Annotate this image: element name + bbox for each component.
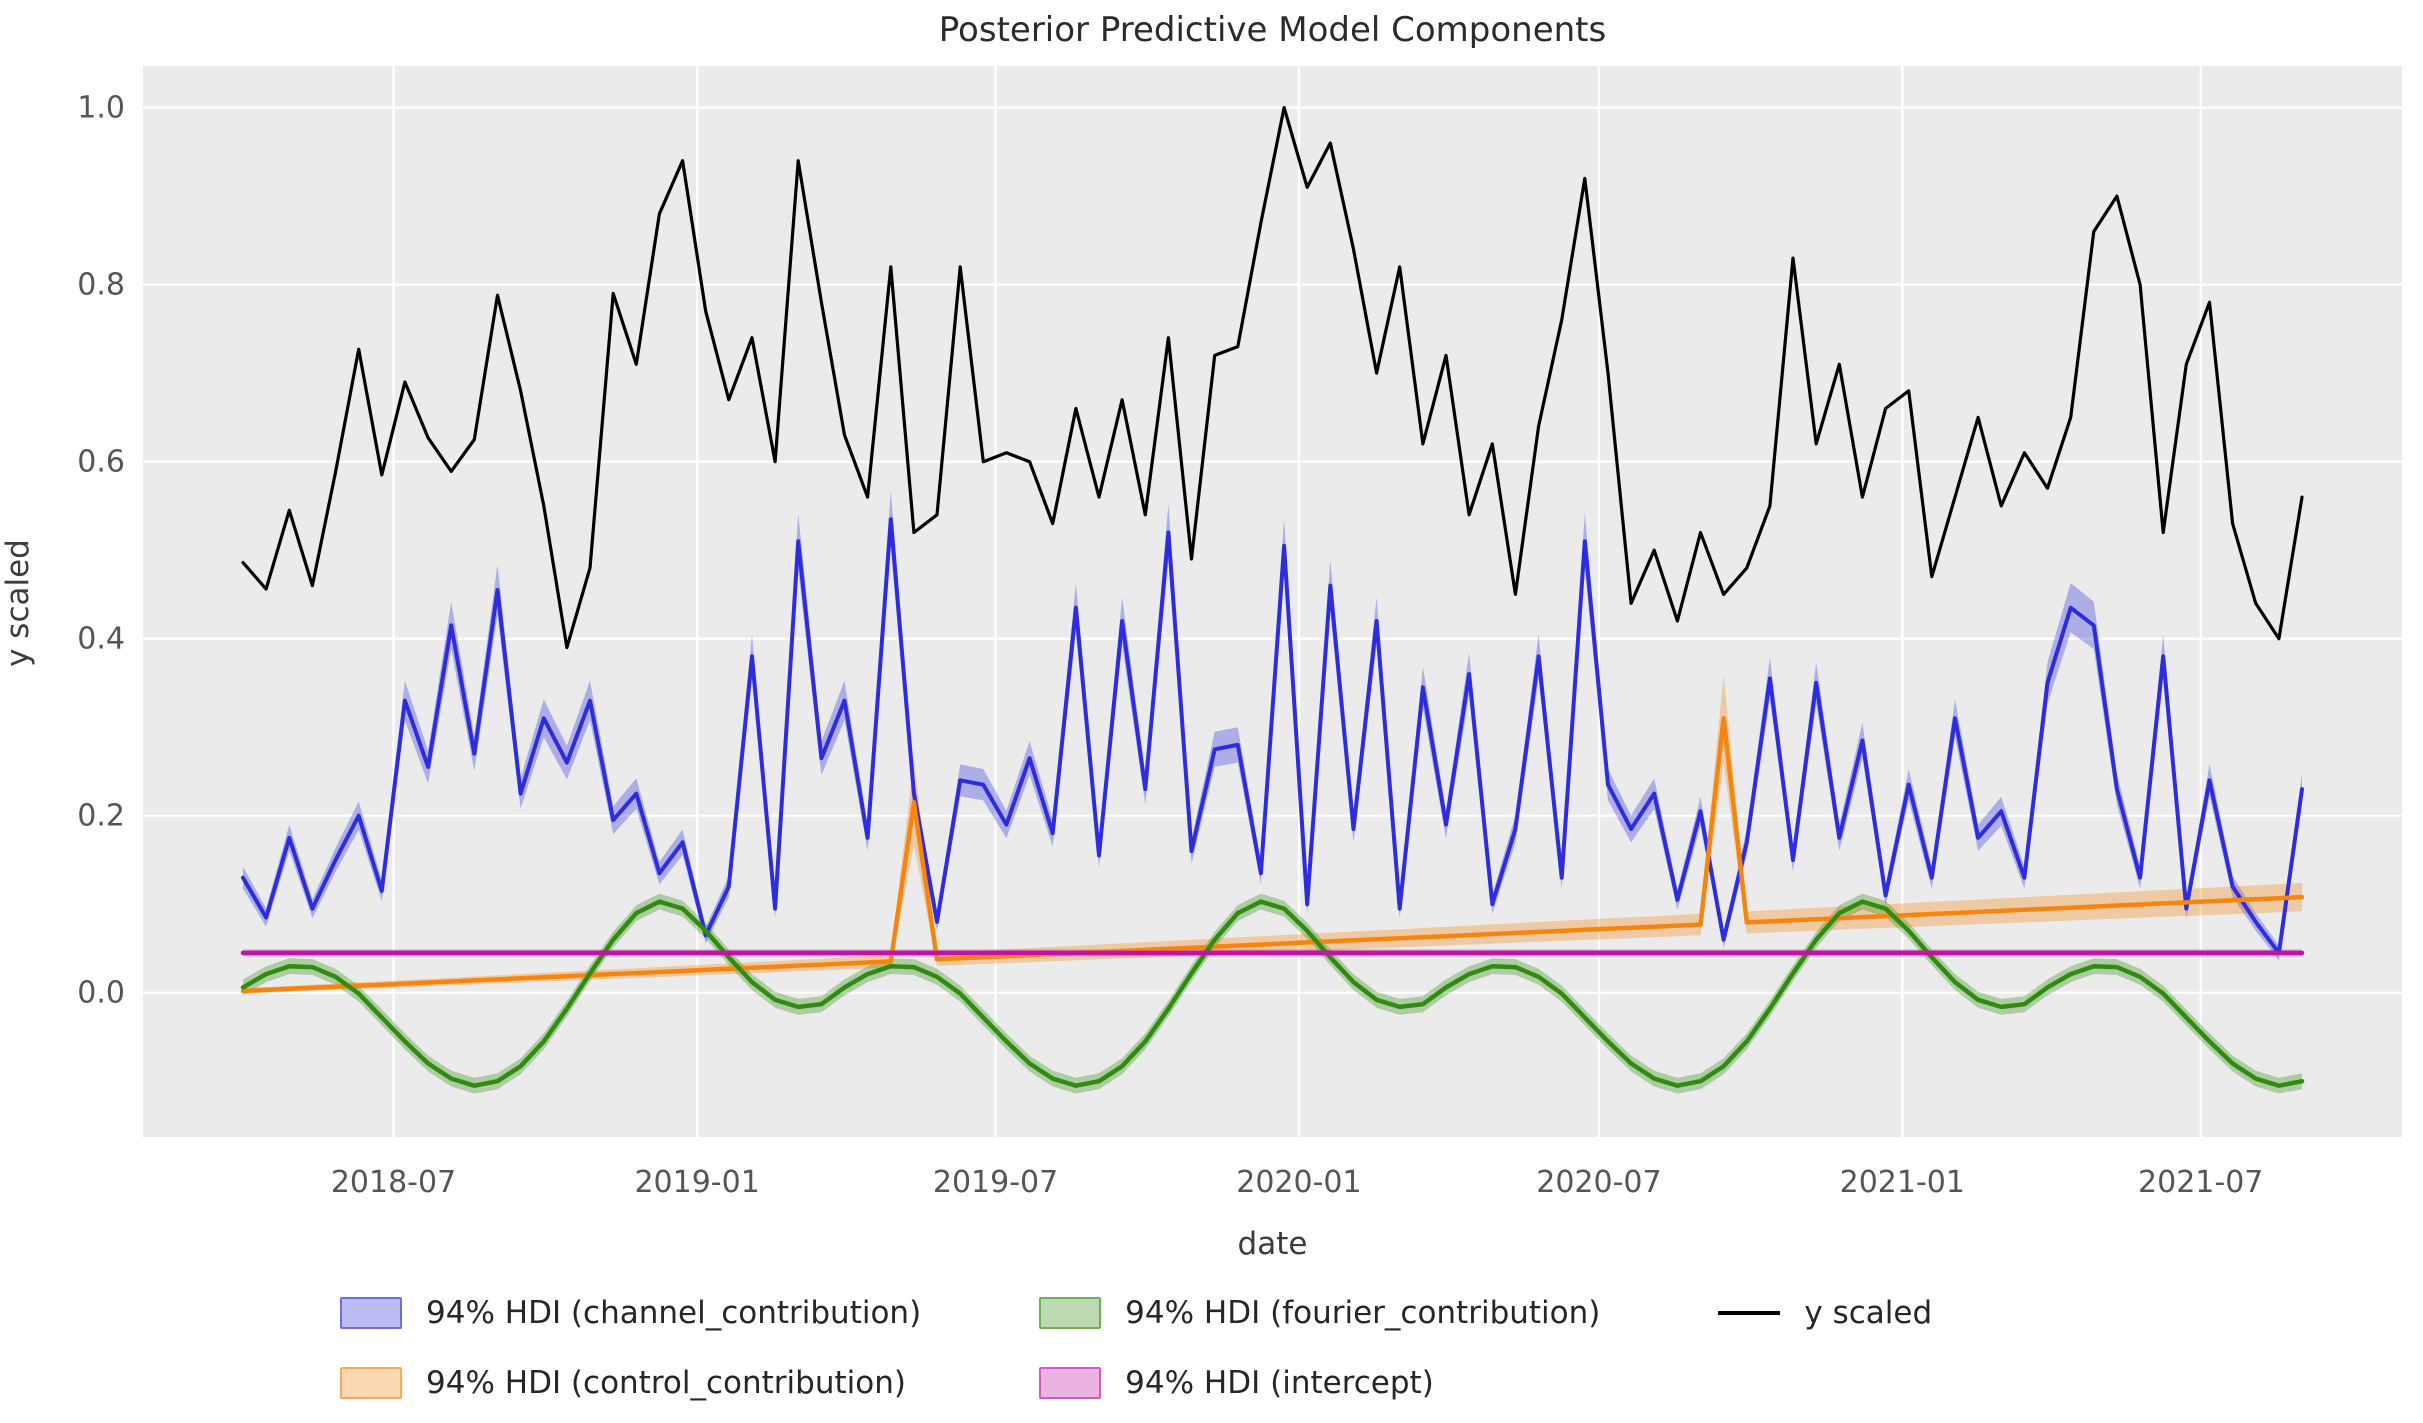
y-tick-label: 0.2 — [77, 799, 125, 834]
series-channel-line — [241, 517, 2304, 955]
y-axis-label: y scaled — [0, 539, 36, 667]
legend-entry: 94% HDI (fourier_contribution) — [1039, 1278, 1600, 1348]
x-tick-label: 2018-07 — [331, 1165, 456, 1200]
series-fourier-band — [243, 893, 2302, 1094]
legend-label: 94% HDI (fourier_contribution) — [1125, 1295, 1601, 1331]
legend-swatch — [340, 1297, 402, 1329]
y-tick-label: 1.0 — [77, 91, 125, 126]
x-tick-label: 2021-01 — [1840, 1165, 1965, 1200]
y-tick-label: 0.4 — [77, 622, 125, 657]
y-tick-label: 0.6 — [77, 445, 125, 480]
legend-entry: 94% HDI (channel_contribution) — [340, 1278, 921, 1348]
legend-label: 94% HDI (intercept) — [1125, 1365, 1434, 1401]
chart-legend: 94% HDI (channel_contribution) 94% HDI (c… — [340, 1278, 1932, 1418]
legend-swatch — [340, 1367, 402, 1399]
legend-line-sample — [1718, 1311, 1781, 1315]
series-fourier-line — [240, 899, 2305, 1088]
legend-label: 94% HDI (control_contribution) — [426, 1365, 906, 1401]
legend-swatch — [1039, 1297, 1102, 1329]
plot-area — [143, 66, 2402, 1137]
series-control-band — [243, 674, 2302, 994]
legend-entry: y scaled — [1718, 1278, 1932, 1348]
x-axis-label: date — [1237, 1226, 1308, 1262]
legend-label: y scaled — [1804, 1295, 1933, 1331]
chart-title: Posterior Predictive Model Components — [938, 10, 1607, 50]
y-tick-label: 0.8 — [77, 268, 125, 303]
legend-swatch — [1039, 1367, 1102, 1399]
x-tick-label: 2019-01 — [634, 1165, 759, 1200]
x-tick-label: 2020-01 — [1236, 1165, 1361, 1200]
x-tick-label: 2021-07 — [2138, 1165, 2263, 1200]
legend-entry: 94% HDI (control_contribution) — [340, 1348, 921, 1418]
x-tick-label: 2019-07 — [933, 1165, 1058, 1200]
x-tick-label: 2020-07 — [1536, 1165, 1661, 1200]
legend-label: 94% HDI (channel_contribution) — [426, 1295, 922, 1331]
legend-entry: 94% HDI (intercept) — [1039, 1348, 1600, 1418]
y-tick-label: 0.0 — [77, 976, 125, 1011]
series-y_scaled-line — [241, 106, 2304, 650]
